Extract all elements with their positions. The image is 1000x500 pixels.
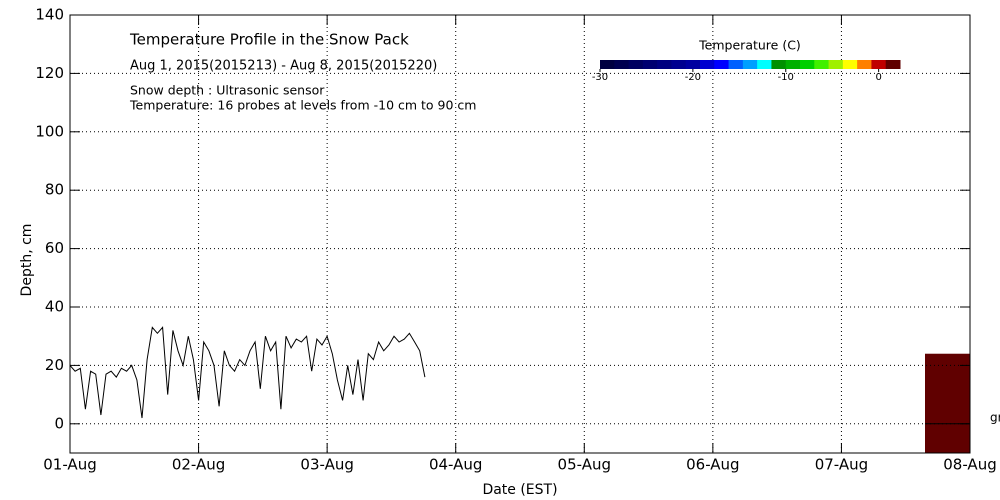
colorbar-segment (885, 60, 901, 69)
x-tick-label: 03-Aug (300, 456, 353, 474)
annotation: gr (990, 411, 1000, 425)
colorbar-segment (871, 60, 887, 69)
colorbar-segment (628, 60, 644, 69)
x-tick-label: 05-Aug (558, 456, 611, 474)
colorbar-segment (785, 60, 801, 69)
chart-title: Temperature Profile in the Snow Pack (129, 31, 409, 49)
x-tick-label: 08-Aug (943, 456, 996, 474)
y-tick-label: 140 (35, 6, 64, 24)
colorbar-tick-label: -30 (592, 72, 608, 83)
temperature-bar (925, 353, 970, 453)
colorbar-segment (614, 60, 630, 69)
y-tick-label: 100 (35, 122, 64, 140)
y-tick-label: 0 (54, 414, 64, 432)
colorbar-segment (728, 60, 744, 69)
colorbar-tick-label: 0 (875, 72, 881, 83)
colorbar-segment (742, 60, 758, 69)
colorbar-segment (657, 60, 672, 69)
plot-frame (69, 14, 971, 454)
line (69, 326, 426, 419)
colorbar-segment (685, 60, 701, 69)
colorbar-segment (842, 60, 858, 69)
colorbar-segment (857, 60, 872, 69)
colorbar-segment (800, 60, 815, 69)
y-tick-label: 20 (45, 356, 64, 374)
annotation: Snow depth : Ultrasonic sensor (130, 83, 325, 98)
x-tick-label: 02-Aug (172, 456, 225, 474)
colorbar-tick-label: -20 (685, 72, 701, 83)
colorbar-segment (757, 60, 772, 69)
colorbar-segment (828, 60, 844, 69)
colorbar-segment (714, 60, 730, 69)
colorbar-segment (700, 60, 715, 69)
colorbar-segment (814, 60, 830, 69)
x-tick-label: 06-Aug (686, 456, 739, 474)
chart-subtitle: Aug 1, 2015(2015213) - Aug 8, 2015(20152… (130, 59, 437, 74)
annotation: Temperature: 16 probes at levels from -1… (129, 98, 476, 113)
colorbar-segment (771, 60, 787, 69)
x-tick-label: 07-Aug (815, 456, 868, 474)
x-axis-label: Date (EST) (482, 482, 557, 498)
colorbar-segment (642, 60, 658, 69)
colorbar-label: Temperature (C) (698, 38, 801, 53)
colorbar-tick-label: -10 (778, 72, 794, 83)
y-axis-label: Depth, cm (19, 224, 35, 297)
y-tick-label: 80 (45, 181, 64, 199)
y-tick-label: 120 (35, 64, 64, 82)
x-tick-label: 04-Aug (429, 456, 482, 474)
colorbar-segment (671, 60, 687, 69)
colorbar-segment (600, 60, 615, 69)
x-tick-label: 01-Aug (43, 456, 96, 474)
y-tick-label: 40 (45, 298, 64, 316)
y-tick-label: 60 (45, 239, 64, 257)
